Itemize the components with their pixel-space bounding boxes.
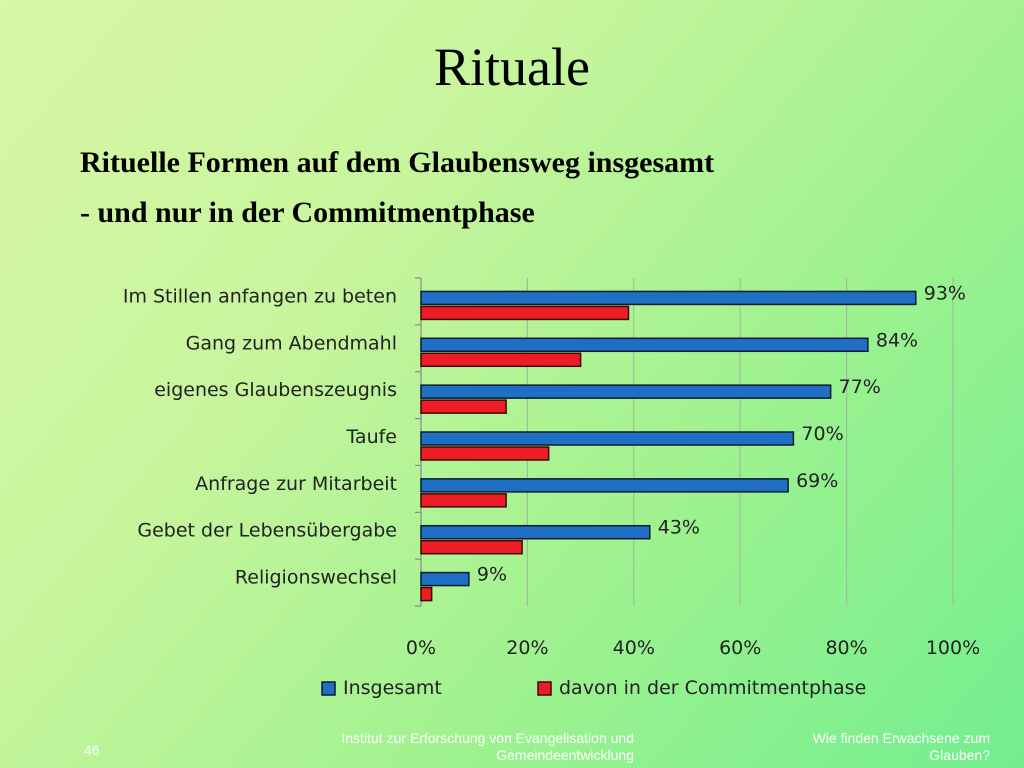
x-tick-label: 0%: [406, 637, 436, 659]
data-label: 93%: [924, 282, 966, 304]
bar-insgesamt: [420, 384, 832, 399]
data-label: 9%: [477, 564, 507, 586]
bar-commitment: [420, 586, 433, 602]
legend-label-commitment: davon in der Commitmentphase: [559, 677, 866, 699]
legend-swatch-commitment: [537, 681, 552, 696]
subtitle-line-2: - und nur in der Commitmentphase: [80, 196, 535, 229]
footer-presentation-title: Wie finden Erwachsene zum Glauben?: [812, 730, 990, 763]
category-label: Anfrage zur Mitarbeit: [195, 473, 397, 495]
data-label: 69%: [796, 470, 838, 492]
data-label: 70%: [801, 423, 843, 445]
subtitle-line-1: Rituelle Formen auf dem Glaubensweg insg…: [80, 146, 715, 179]
bar-insgesamt: [420, 478, 789, 493]
category-label: Gebet der Lebensübergabe: [137, 520, 397, 542]
legend-label-insgesamt: Insgesamt: [343, 677, 442, 699]
data-label: 77%: [839, 376, 881, 398]
data-label: 43%: [658, 517, 700, 539]
x-tick-label: 80%: [825, 637, 867, 659]
bar-insgesamt: [420, 431, 795, 446]
slide-title: Rituale: [434, 37, 590, 97]
bar-insgesamt: [420, 571, 470, 587]
data-label: 84%: [876, 329, 918, 351]
x-tick-label: 100%: [926, 637, 980, 659]
bar-commitment: [420, 352, 582, 368]
bar-commitment: [420, 446, 550, 461]
bar-commitment: [420, 399, 507, 414]
category-label: Religionswechsel: [235, 567, 397, 589]
page-number: 46: [84, 742, 100, 758]
category-label: Taufe: [345, 426, 397, 448]
bar-insgesamt: [420, 524, 651, 540]
x-tick-label: 40%: [613, 637, 655, 659]
bar-commitment: [420, 305, 630, 321]
x-tick-label: 20%: [506, 637, 548, 659]
footer-institute: Institut zur Erforschung von Evangelisat…: [341, 730, 634, 763]
bar-insgesamt: [420, 337, 869, 353]
category-label: eigenes Glaubenszeugnis: [154, 379, 397, 401]
x-tick-label: 60%: [719, 637, 761, 659]
category-label: Gang zum Abendmahl: [186, 332, 397, 354]
category-label: Im Stillen anfangen zu beten: [123, 285, 397, 307]
bar-commitment: [420, 493, 507, 508]
bar-commitment: [420, 539, 523, 555]
bar-insgesamt: [420, 290, 917, 306]
legend-swatch-insgesamt: [321, 681, 336, 696]
